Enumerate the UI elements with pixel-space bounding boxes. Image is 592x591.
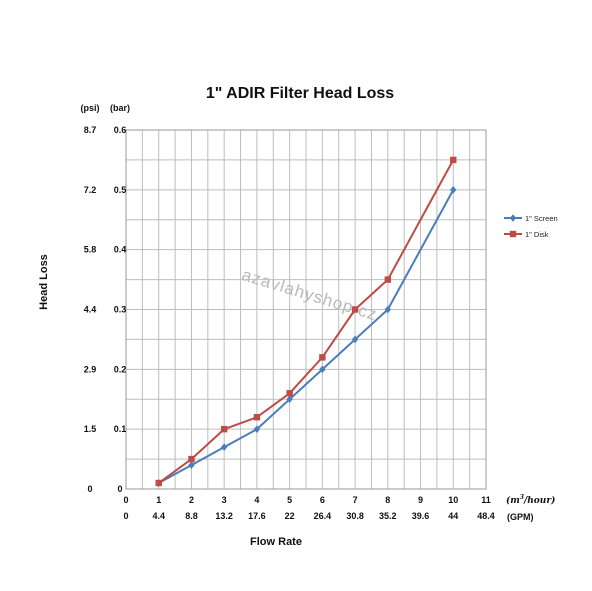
x-tick-gpm: 13.2 xyxy=(215,511,233,521)
x-ticks-gpm: 0 4.4 8.8 13.2 17.6 22 26.4 30.8 35.2 39.6 44 48.4 xyxy=(123,511,494,521)
data-point xyxy=(253,425,261,433)
x-ticks-m3: 0 1 2 3 4 5 6 7 8 9 10 11 xyxy=(123,495,490,505)
y-axis-title: Head Loss xyxy=(38,254,50,310)
plot-grid xyxy=(126,130,486,489)
data-point xyxy=(319,354,326,361)
plot-area xyxy=(125,129,487,490)
x-tick-m3: 0 xyxy=(123,495,128,505)
y-tick-bar: 0.1 xyxy=(114,424,127,434)
legend-marker xyxy=(509,230,517,238)
data-point xyxy=(220,443,228,451)
legend-label: 1" Screen xyxy=(525,214,558,223)
data-point xyxy=(351,335,359,344)
x-tick-m3: 1 xyxy=(156,495,161,505)
y-tick-psi: 2.9 xyxy=(84,364,97,374)
series-1 xyxy=(155,186,457,487)
y-tick-bar: 0.6 xyxy=(114,125,127,135)
data-point xyxy=(351,306,359,313)
x-tick-m3: 6 xyxy=(320,495,325,505)
x-tick-gpm: 48.4 xyxy=(477,511,495,521)
chart-title: 1" ADIR Filter Head Loss xyxy=(206,85,394,102)
y-tick-bar: 0.4 xyxy=(114,245,127,255)
y-tick-bar: 0.5 xyxy=(114,185,127,195)
y-tick-psi: 7.2 xyxy=(84,185,97,195)
x-tick-gpm: 22 xyxy=(285,511,295,521)
data-point xyxy=(450,186,457,194)
x-tick-m3: 11 xyxy=(481,495,491,505)
legend-item: 1" Disk xyxy=(504,230,549,239)
x-tick-m3: 10 xyxy=(448,495,458,505)
x-tick-m3: 2 xyxy=(189,495,194,505)
data-point xyxy=(450,156,457,164)
x-tick-m3: 8 xyxy=(385,495,390,505)
x-tick-gpm: 4.4 xyxy=(152,511,165,521)
y-ticks-bar: 0.1 0.2 0.3 0.4 0.5 0.6 xyxy=(114,125,127,434)
data-point xyxy=(286,390,293,397)
x-tick-gpm: 44 xyxy=(448,511,458,521)
y-tick-bar: 0.2 xyxy=(114,364,127,374)
data-point xyxy=(188,455,195,463)
data-point xyxy=(286,395,293,404)
x-tick-gpm: 0 xyxy=(123,511,128,521)
data-point xyxy=(253,414,261,421)
legend-marker xyxy=(509,214,517,222)
y-tick-psi: 8.7 xyxy=(84,125,97,135)
series-2 xyxy=(155,156,457,487)
x-tick-gpm: 30.8 xyxy=(346,511,364,521)
x-tick-m3: 9 xyxy=(418,495,423,505)
data-point xyxy=(188,461,195,469)
x-tick-m3: 7 xyxy=(353,495,358,505)
x-axis-title: Flow Rate xyxy=(250,536,302,548)
y-unit-bar: (bar) xyxy=(110,103,130,113)
data-point xyxy=(155,479,162,487)
legend: 1" Screen 1" Disk xyxy=(504,214,558,239)
y-tick-psi: 0 xyxy=(87,484,92,494)
x-tick-gpm: 26.4 xyxy=(314,511,332,521)
data-point xyxy=(384,276,392,283)
x-tick-m3: 5 xyxy=(287,495,292,505)
y-tick-psi: 4.4 xyxy=(84,305,97,315)
x-tick-gpm: 17.6 xyxy=(248,511,266,521)
y-tick-bar: 0.3 xyxy=(114,305,127,315)
x-tick-gpm: 39.6 xyxy=(412,511,430,521)
x-tick-m3: 4 xyxy=(254,495,259,505)
x-tick-gpm: 35.2 xyxy=(379,511,397,521)
y-tick-psi: 5.8 xyxy=(84,245,97,255)
watermark: azavlahyshop.cz xyxy=(240,265,380,324)
x-unit-gpm: (GPM) xyxy=(507,512,534,522)
legend-item: 1" Screen xyxy=(504,214,558,223)
series-group xyxy=(155,156,457,487)
x-unit-m3: (m3/hour) xyxy=(506,494,555,506)
data-point xyxy=(384,305,392,314)
y-ticks-psi: 0 1.5 2.9 4.4 5.8 7.2 8.7 xyxy=(84,125,97,494)
y-unit-psi: (psi) xyxy=(81,103,100,113)
y-tick-bar-0: 0 xyxy=(117,484,122,494)
data-point xyxy=(319,365,326,374)
y-tick-psi: 1.5 xyxy=(84,424,97,434)
x-tick-gpm: 8.8 xyxy=(185,511,198,521)
legend-label: 1" Disk xyxy=(525,230,549,239)
x-tick-m3: 3 xyxy=(222,495,227,505)
data-point xyxy=(220,425,228,433)
